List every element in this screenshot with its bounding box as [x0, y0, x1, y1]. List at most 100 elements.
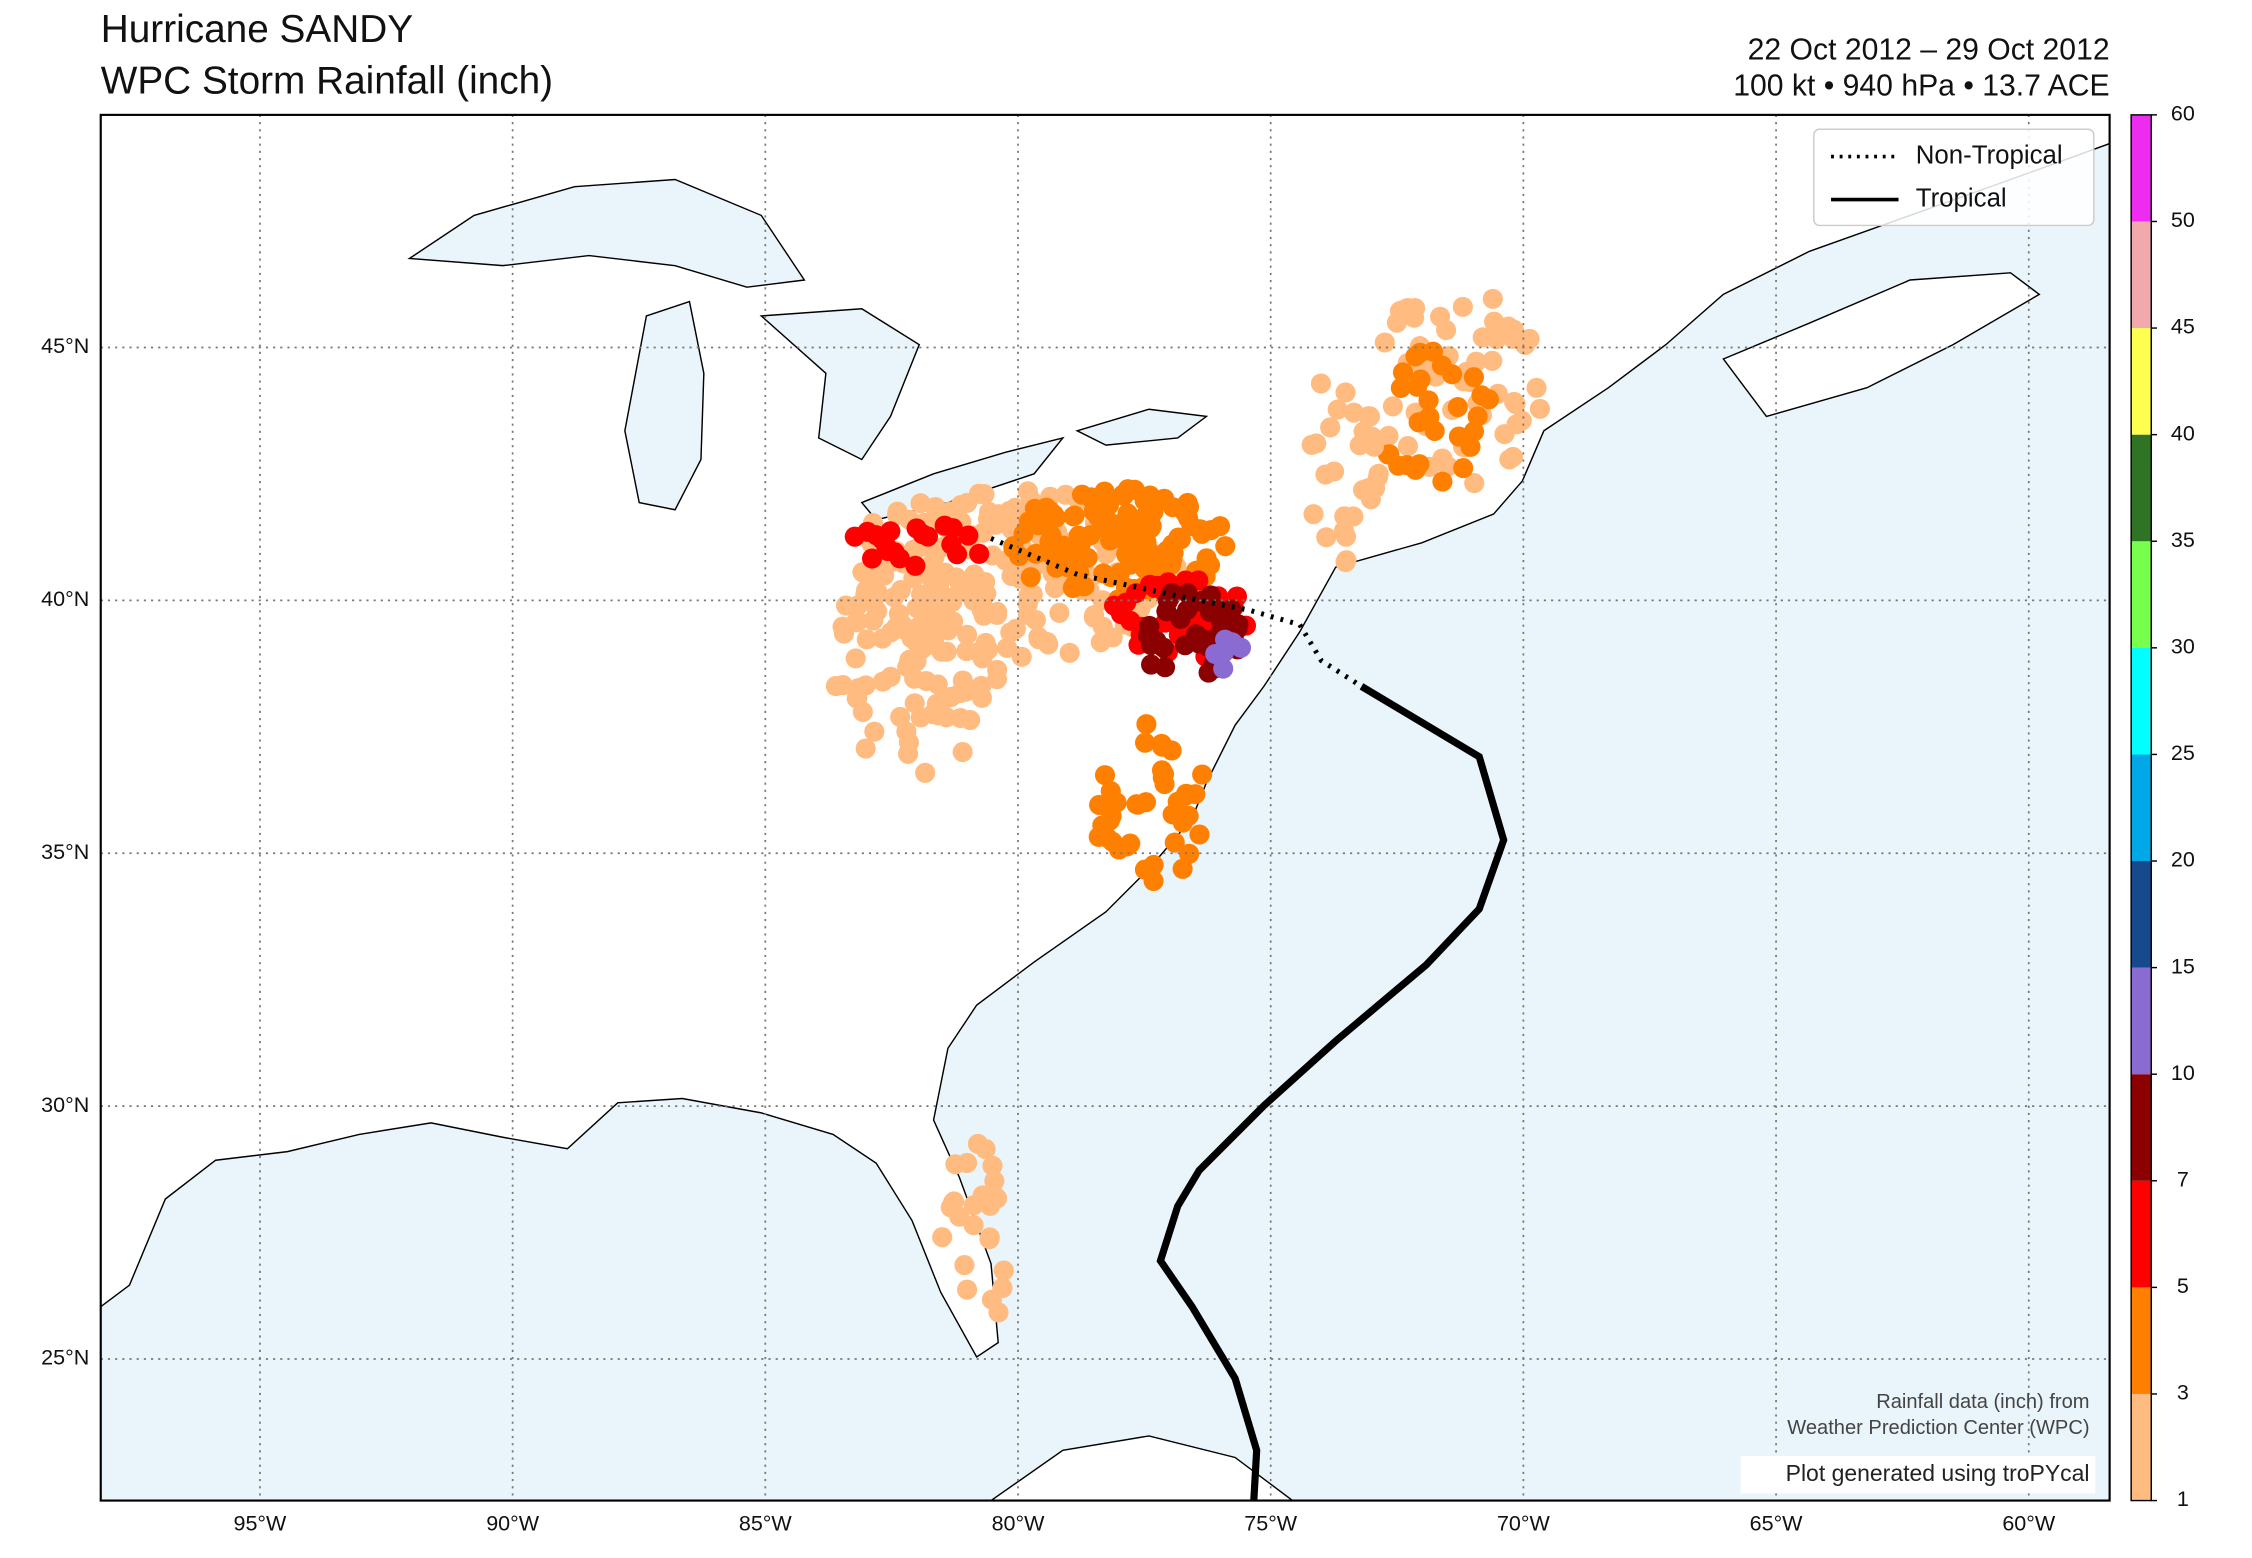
rain-dot — [952, 670, 973, 691]
rain-dot — [993, 1260, 1014, 1281]
subtitle: WPC Storm Rainfall (inch) — [101, 60, 553, 103]
rain-dot — [1017, 604, 1038, 625]
rain-dot — [1368, 463, 1389, 484]
rain-dot — [1192, 764, 1213, 785]
rain-dot — [1320, 417, 1341, 438]
rain-dot — [1392, 362, 1414, 383]
gridlines — [100, 114, 2110, 1501]
rain-dot — [1378, 425, 1399, 446]
rain-dot — [1049, 602, 1070, 623]
rain-dot — [1136, 714, 1157, 735]
rain-dot — [972, 648, 993, 669]
rain-dot — [846, 612, 867, 633]
colorbar-tick-label: 30 — [2171, 635, 2195, 659]
storm-stats: 100 kt • 940 hPa • 13.7 ACE — [1733, 70, 2109, 103]
land — [100, 114, 2110, 1358]
rain-dot — [1472, 327, 1493, 348]
rain-dot — [1343, 402, 1364, 423]
colorbar-segment — [2131, 861, 2152, 968]
rain-dot — [1081, 487, 1102, 508]
rain-dot — [1177, 492, 1198, 513]
rain-dot — [957, 624, 978, 645]
rain-dot — [1349, 435, 1370, 456]
rain-dot — [1209, 516, 1231, 537]
colorbar-tick-label: 3 — [2177, 1381, 2189, 1405]
colorbar-tick-label: 50 — [2171, 208, 2195, 232]
rain-dot — [1467, 406, 1488, 427]
rain-dot — [1460, 436, 1481, 457]
rain-dot — [988, 1302, 1009, 1323]
rain-dot — [1132, 535, 1153, 556]
rain-dot — [1155, 657, 1176, 678]
rain-dot — [1471, 385, 1492, 406]
rain-dot — [1096, 493, 1117, 514]
rain-dot — [852, 701, 873, 722]
colorbar-frame — [2130, 114, 2152, 1502]
map-frame — [99, 113, 2111, 1502]
rain-dot — [1228, 614, 1249, 635]
colorbar-tick-label: 5 — [2177, 1274, 2189, 1298]
rain-dot — [1055, 484, 1076, 505]
rain-dot — [1397, 298, 1418, 319]
rain-dot — [1494, 424, 1515, 445]
rain-dot — [954, 1255, 975, 1276]
rain-dot — [1382, 396, 1403, 417]
rain-dot — [952, 742, 973, 763]
rain-dot — [1064, 575, 1085, 596]
rain-dot — [928, 705, 949, 726]
rain-dot — [1452, 296, 1473, 317]
map-area — [100, 114, 2110, 1501]
rain-dot — [910, 707, 931, 728]
rain-dot — [966, 680, 988, 701]
rain-dot — [931, 641, 952, 662]
rain-dot — [890, 580, 911, 601]
rain-dot — [1511, 410, 1532, 431]
rain-dot — [1179, 843, 1200, 864]
rain-dot — [844, 526, 865, 547]
rain-dot — [1447, 396, 1468, 418]
rain-dot — [1482, 350, 1503, 371]
rain-dot — [1189, 824, 1210, 845]
rain-dot — [1463, 367, 1484, 388]
rain-dot — [864, 721, 885, 742]
rain-dot — [1077, 547, 1098, 568]
lake-ontario — [1075, 408, 1209, 446]
rain-dot — [1463, 421, 1485, 442]
rain-dot — [1020, 567, 1041, 588]
lat-tick-label: 45°N — [41, 334, 89, 358]
rain-dot — [963, 590, 984, 611]
lon-tick-label: 95°W — [234, 1512, 288, 1536]
rain-dot — [958, 525, 979, 546]
rain-dot — [992, 1277, 1013, 1299]
rain-dot — [1134, 859, 1155, 880]
rain-dot — [862, 548, 883, 569]
canada-maritimes — [1722, 272, 2041, 418]
cuba — [989, 1435, 1294, 1501]
rain-dot — [1519, 328, 1540, 349]
rain-dot — [1146, 491, 1167, 512]
rain-dot — [1126, 794, 1147, 815]
rain-dot — [1386, 312, 1407, 333]
rain-dot — [1028, 629, 1049, 650]
lon-tick-label: 65°W — [1750, 1512, 1804, 1536]
legend-label: Tropical — [1916, 184, 2007, 212]
rain-dot — [996, 637, 1018, 658]
rain-dot — [894, 619, 915, 640]
rain-dot — [1092, 616, 1113, 637]
rain-dot — [1178, 805, 1199, 826]
legend-label: Non-Tropical — [1916, 141, 2063, 169]
rain-dot — [1094, 765, 1116, 786]
lat-tick-label: 30°N — [41, 1093, 89, 1117]
rain-dot — [957, 1279, 978, 1300]
rain-dot — [973, 484, 995, 505]
rain-dot — [1170, 529, 1191, 550]
lake-superior — [407, 178, 806, 288]
rain-dot — [1134, 732, 1156, 753]
colorbar-segment — [2131, 434, 2152, 542]
lat-tick-label: 35°N — [41, 840, 89, 864]
rain-dot — [1164, 832, 1185, 853]
colorbar-tick-label: 60 — [2171, 102, 2195, 126]
rain-dot — [1504, 391, 1525, 412]
date-range: 22 Oct 2012 – 29 Oct 2012 — [1748, 34, 2110, 67]
